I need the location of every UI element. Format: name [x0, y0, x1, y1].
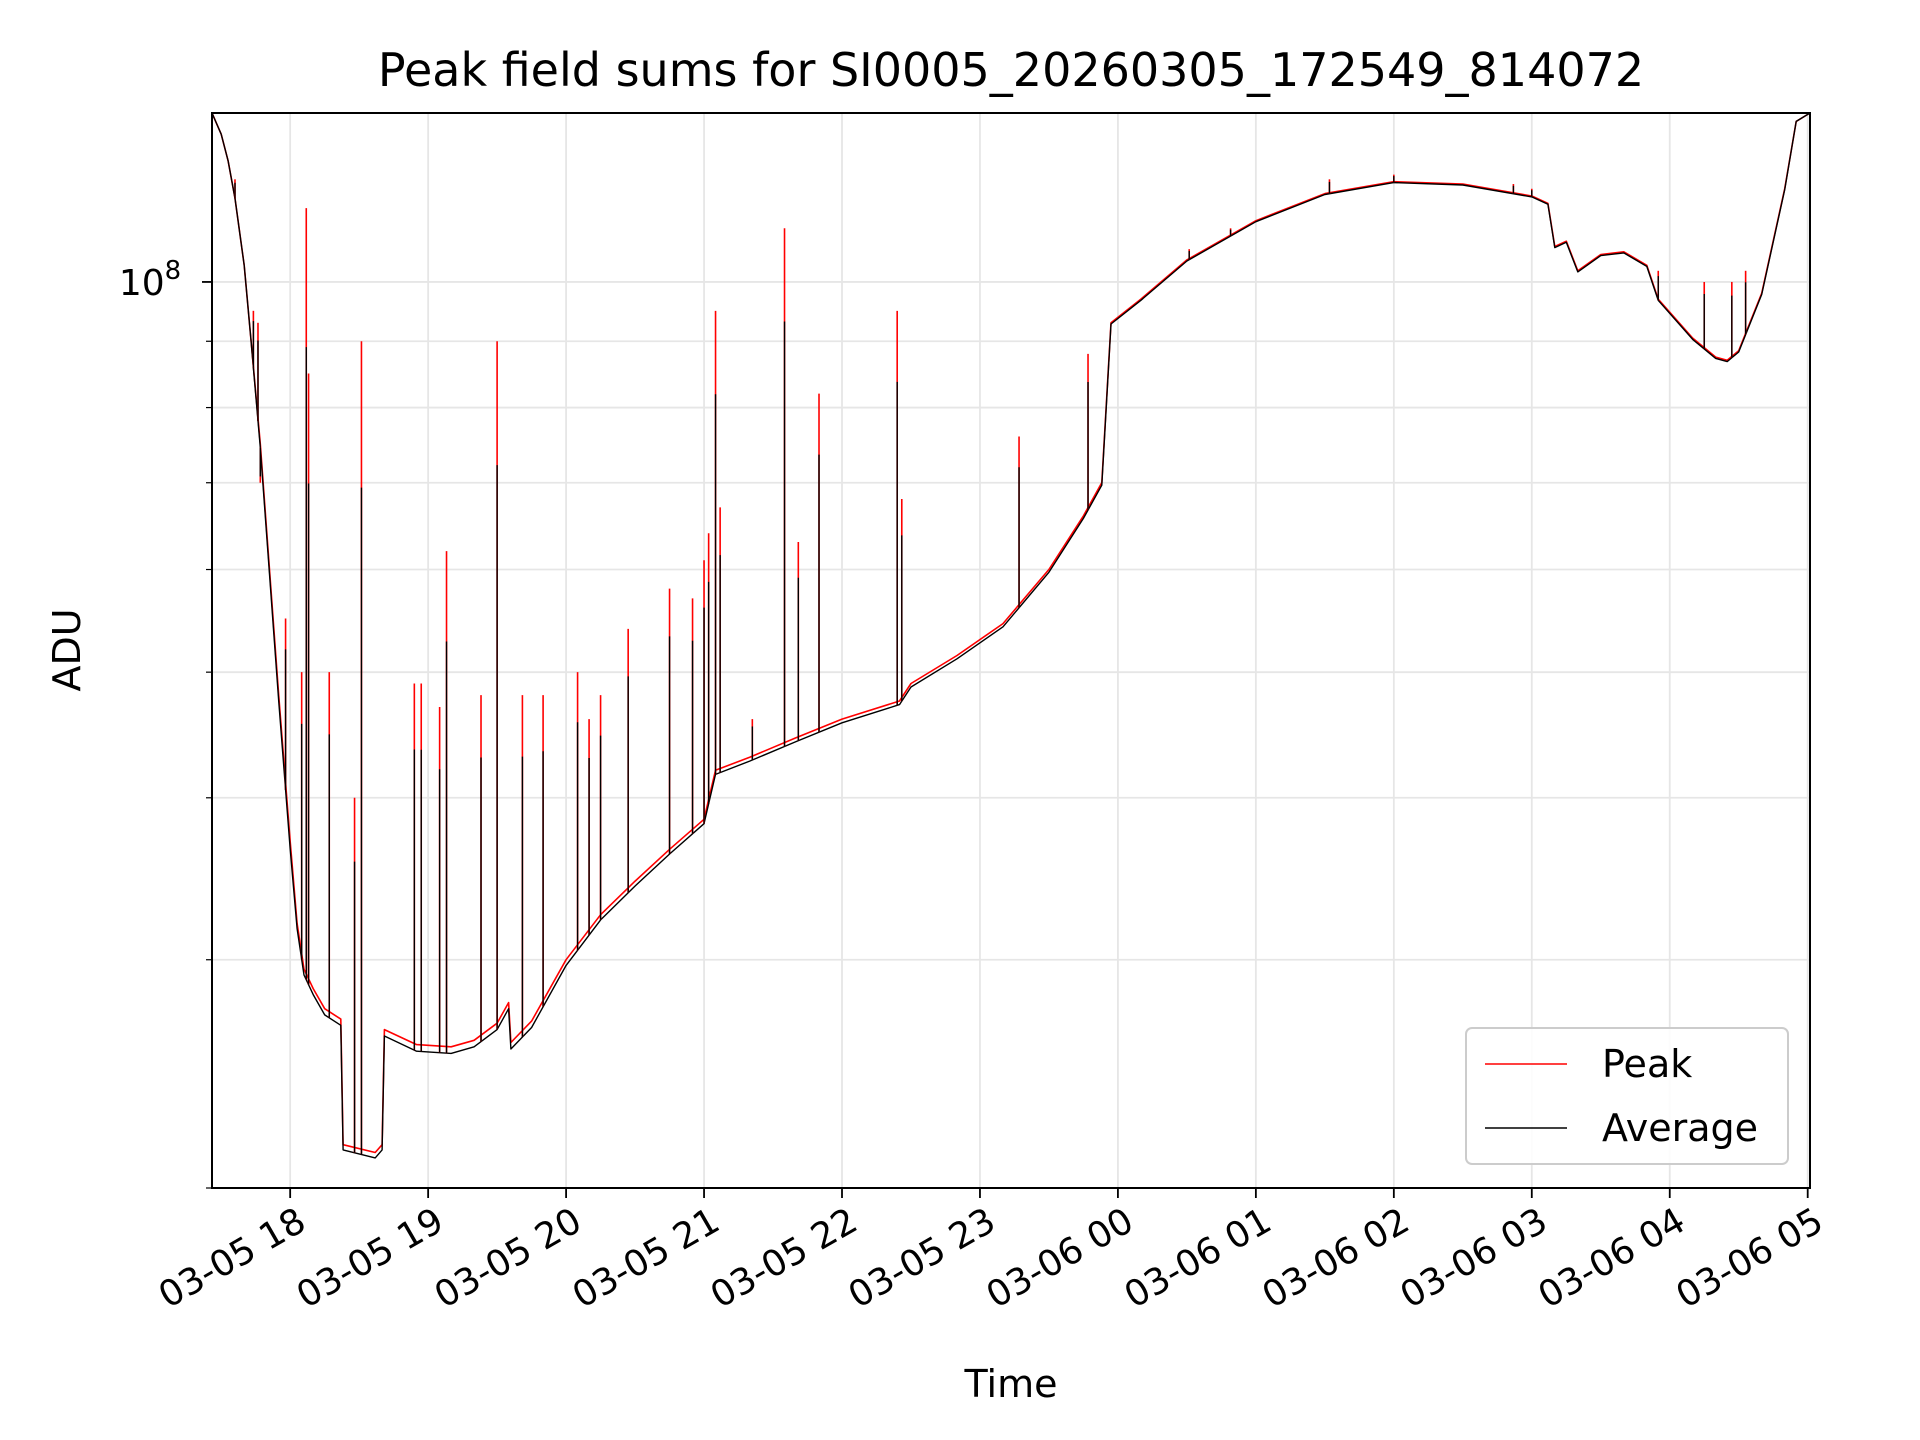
chart-title: Peak field sums for SI0005_20260305_1725… [378, 43, 1644, 97]
y-axis-label: ADU [45, 608, 89, 691]
series-line-average [211, 112, 1811, 1159]
legend-average-label: Average [1602, 1106, 1758, 1150]
plot-frame [211, 112, 1811, 1189]
legend-peak-label: Peak [1602, 1042, 1692, 1086]
plot-lines [211, 112, 1811, 1159]
y-axis: 108 [119, 256, 212, 1189]
legend-box [1465, 1027, 1789, 1165]
grid [212, 113, 1810, 1189]
legend: Peak Average [1465, 1027, 1789, 1165]
y-tick-label: 108 [119, 256, 181, 304]
x-axis-label: Time [964, 1362, 1058, 1406]
series-line-peak [211, 112, 1811, 1154]
